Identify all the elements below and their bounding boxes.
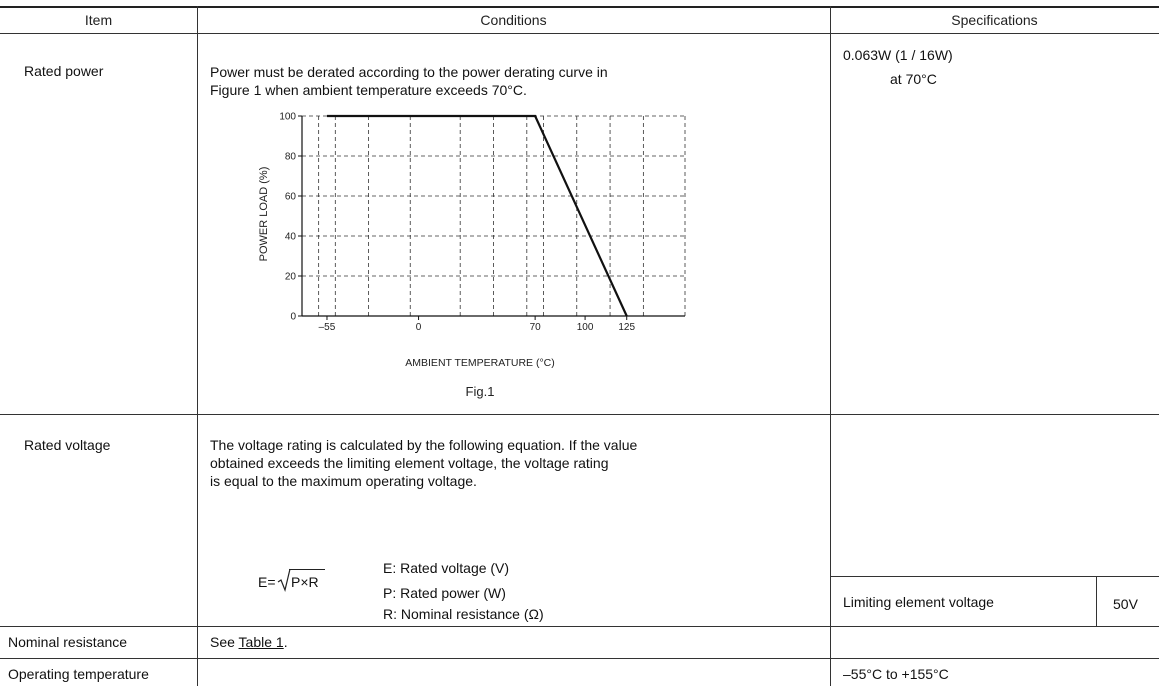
rated-voltage-conditions-line2: obtained exceeds the limiting element vo… xyxy=(210,455,609,471)
rated-voltage-conditions-line3: is equal to the maximum operating voltag… xyxy=(210,473,477,489)
chart-x-tick-label: 0 xyxy=(416,322,422,333)
limit-box-top-rule xyxy=(830,576,1159,577)
chart-x-tick-label: 70 xyxy=(530,322,542,333)
column-divider-item xyxy=(197,6,198,686)
operating-temperature-spec: –55°C to +155°C xyxy=(843,666,949,682)
rated-power-conditions-line2: Figure 1 when ambient temperature exceed… xyxy=(210,82,527,98)
chart-x-tick-label: –55 xyxy=(319,322,336,333)
header-conditions: Conditions xyxy=(480,12,547,28)
chart-y-axis-label: POWER LOAD (%) xyxy=(258,167,270,262)
item-operating-temperature: Operating temperature xyxy=(8,666,149,682)
nominal-resistance-suffix: . xyxy=(283,634,288,650)
limit-box-divider xyxy=(1096,576,1097,626)
chart-x-axis-label: AMBIENT TEMPERATURE (°C) xyxy=(405,357,554,369)
row-divider-nominal-resistance xyxy=(0,658,1159,659)
header-specifications: Specifications xyxy=(951,12,1038,28)
chart-y-tick-label: 0 xyxy=(290,312,296,323)
equation-lhs: E= xyxy=(258,574,276,590)
legend-rated-voltage: E: Rated voltage (V) xyxy=(383,560,510,576)
chart-grid xyxy=(302,115,686,316)
row-divider-rated-power xyxy=(0,414,1159,415)
rated-power-spec-line1: 0.063W (1 / 16W) xyxy=(843,47,953,63)
limiting-element-voltage-value: 50V xyxy=(1113,596,1138,612)
chart-y-tick-label: 40 xyxy=(285,232,297,243)
chart-y-tick-label: 80 xyxy=(285,152,297,163)
legend-rated-power: P: Rated power (W) xyxy=(383,585,506,601)
chart-ticks: 0 20 40 60 80 100 –55 0 70 100 125 xyxy=(279,112,635,334)
limiting-element-voltage-label: Limiting element voltage xyxy=(843,594,994,610)
table-top-rule xyxy=(0,6,1159,8)
square-root-icon xyxy=(277,568,291,592)
chart-series xyxy=(326,114,628,317)
header-bottom-rule xyxy=(0,33,1159,34)
nominal-resistance-prefix: See xyxy=(210,634,239,650)
rated-power-spec-line2: at 70°C xyxy=(890,71,937,87)
power-derating-chart: 0 20 40 60 80 100 –55 0 70 100 125 AMBIENT TEMPERA… xyxy=(258,112,686,399)
rated-voltage-conditions-line1: The voltage rating is calculated by the … xyxy=(210,437,638,453)
column-divider-conditions xyxy=(830,6,831,686)
chart-x-tick-label: 100 xyxy=(577,322,594,333)
chart-y-tick-label: 60 xyxy=(285,192,297,203)
chart-y-tick-label: 100 xyxy=(279,112,296,123)
item-rated-voltage: Rated voltage xyxy=(24,437,111,453)
equation-radicand: P×R xyxy=(291,574,319,590)
item-nominal-resistance: Nominal resistance xyxy=(8,634,128,650)
radical-overline xyxy=(289,569,325,570)
chart-axes xyxy=(301,116,685,317)
chart-x-tick-label: 125 xyxy=(618,322,635,333)
header-item: Item xyxy=(84,12,113,28)
rated-power-conditions-line1: Power must be derated according to the p… xyxy=(210,64,608,80)
row-divider-rated-voltage xyxy=(0,626,1159,627)
legend-nominal-resistance: R: Nominal resistance (Ω) xyxy=(383,606,544,622)
item-rated-power: Rated power xyxy=(24,63,104,79)
nominal-resistance-conditions: See Table 1. xyxy=(210,633,288,651)
chart-series-line xyxy=(326,114,628,317)
chart-y-tick-label: 20 xyxy=(285,272,297,283)
table-1-link[interactable]: Table 1 xyxy=(238,634,284,650)
figure-caption: Fig.1 xyxy=(466,384,495,399)
